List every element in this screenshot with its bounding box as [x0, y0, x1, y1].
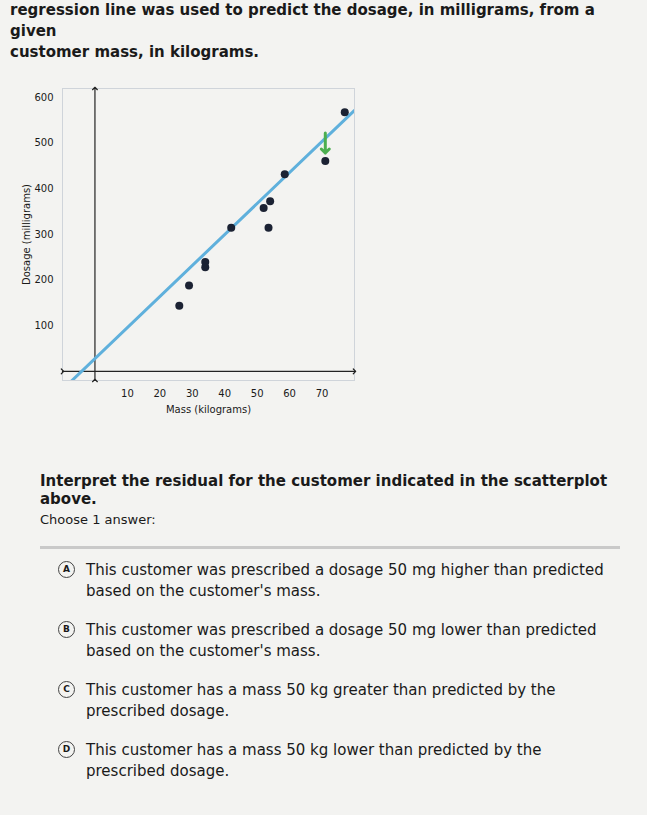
html-text:D: D [62, 744, 71, 754]
html-text:customer mass, in kilograms.: customer mass, in kilograms. [10, 43, 259, 61]
svg-text:10: 10 [121, 388, 134, 399]
svg-text:400: 400 [34, 183, 53, 194]
html-text:A: A [63, 564, 70, 574]
svg-text:200: 200 [34, 274, 53, 285]
svg-text:600: 600 [34, 92, 53, 103]
html-text:C: C [63, 684, 70, 694]
svg-text:Dosage (milligrams): Dosage (milligrams) [21, 184, 32, 285]
html-text:This customer was prescribed a: This customer was prescribed a dosage 50… [86, 621, 597, 660]
svg-text:50: 50 [251, 388, 264, 399]
html-text:regression line was used to pr: regression line was used to predict the … [10, 1, 595, 40]
html-text:Choose 1 answer:: Choose 1 answer: [40, 512, 156, 527]
svg-text:70: 70 [316, 388, 329, 399]
html-text:Interpret the residual for the: Interpret the residual for the customer … [40, 472, 608, 508]
html-text:B: B [63, 624, 70, 634]
svg-text:300: 300 [34, 229, 53, 240]
html-text:This customer was prescribed a: This customer was prescribed a dosage 50… [86, 561, 604, 600]
svg-text:20: 20 [153, 388, 166, 399]
svg-text:500: 500 [34, 137, 53, 148]
html-text:This customer has a mass 50 kg: This customer has a mass 50 kg greater t… [86, 681, 556, 720]
svg-text:Mass (kilograms): Mass (kilograms) [166, 404, 251, 415]
svg-text:30: 30 [186, 388, 199, 399]
svg-text:40: 40 [218, 388, 231, 399]
svg-text:60: 60 [283, 388, 296, 399]
html-text:This customer has a mass 50 kg: This customer has a mass 50 kg lower tha… [86, 741, 542, 780]
svg-text:100: 100 [34, 320, 53, 331]
